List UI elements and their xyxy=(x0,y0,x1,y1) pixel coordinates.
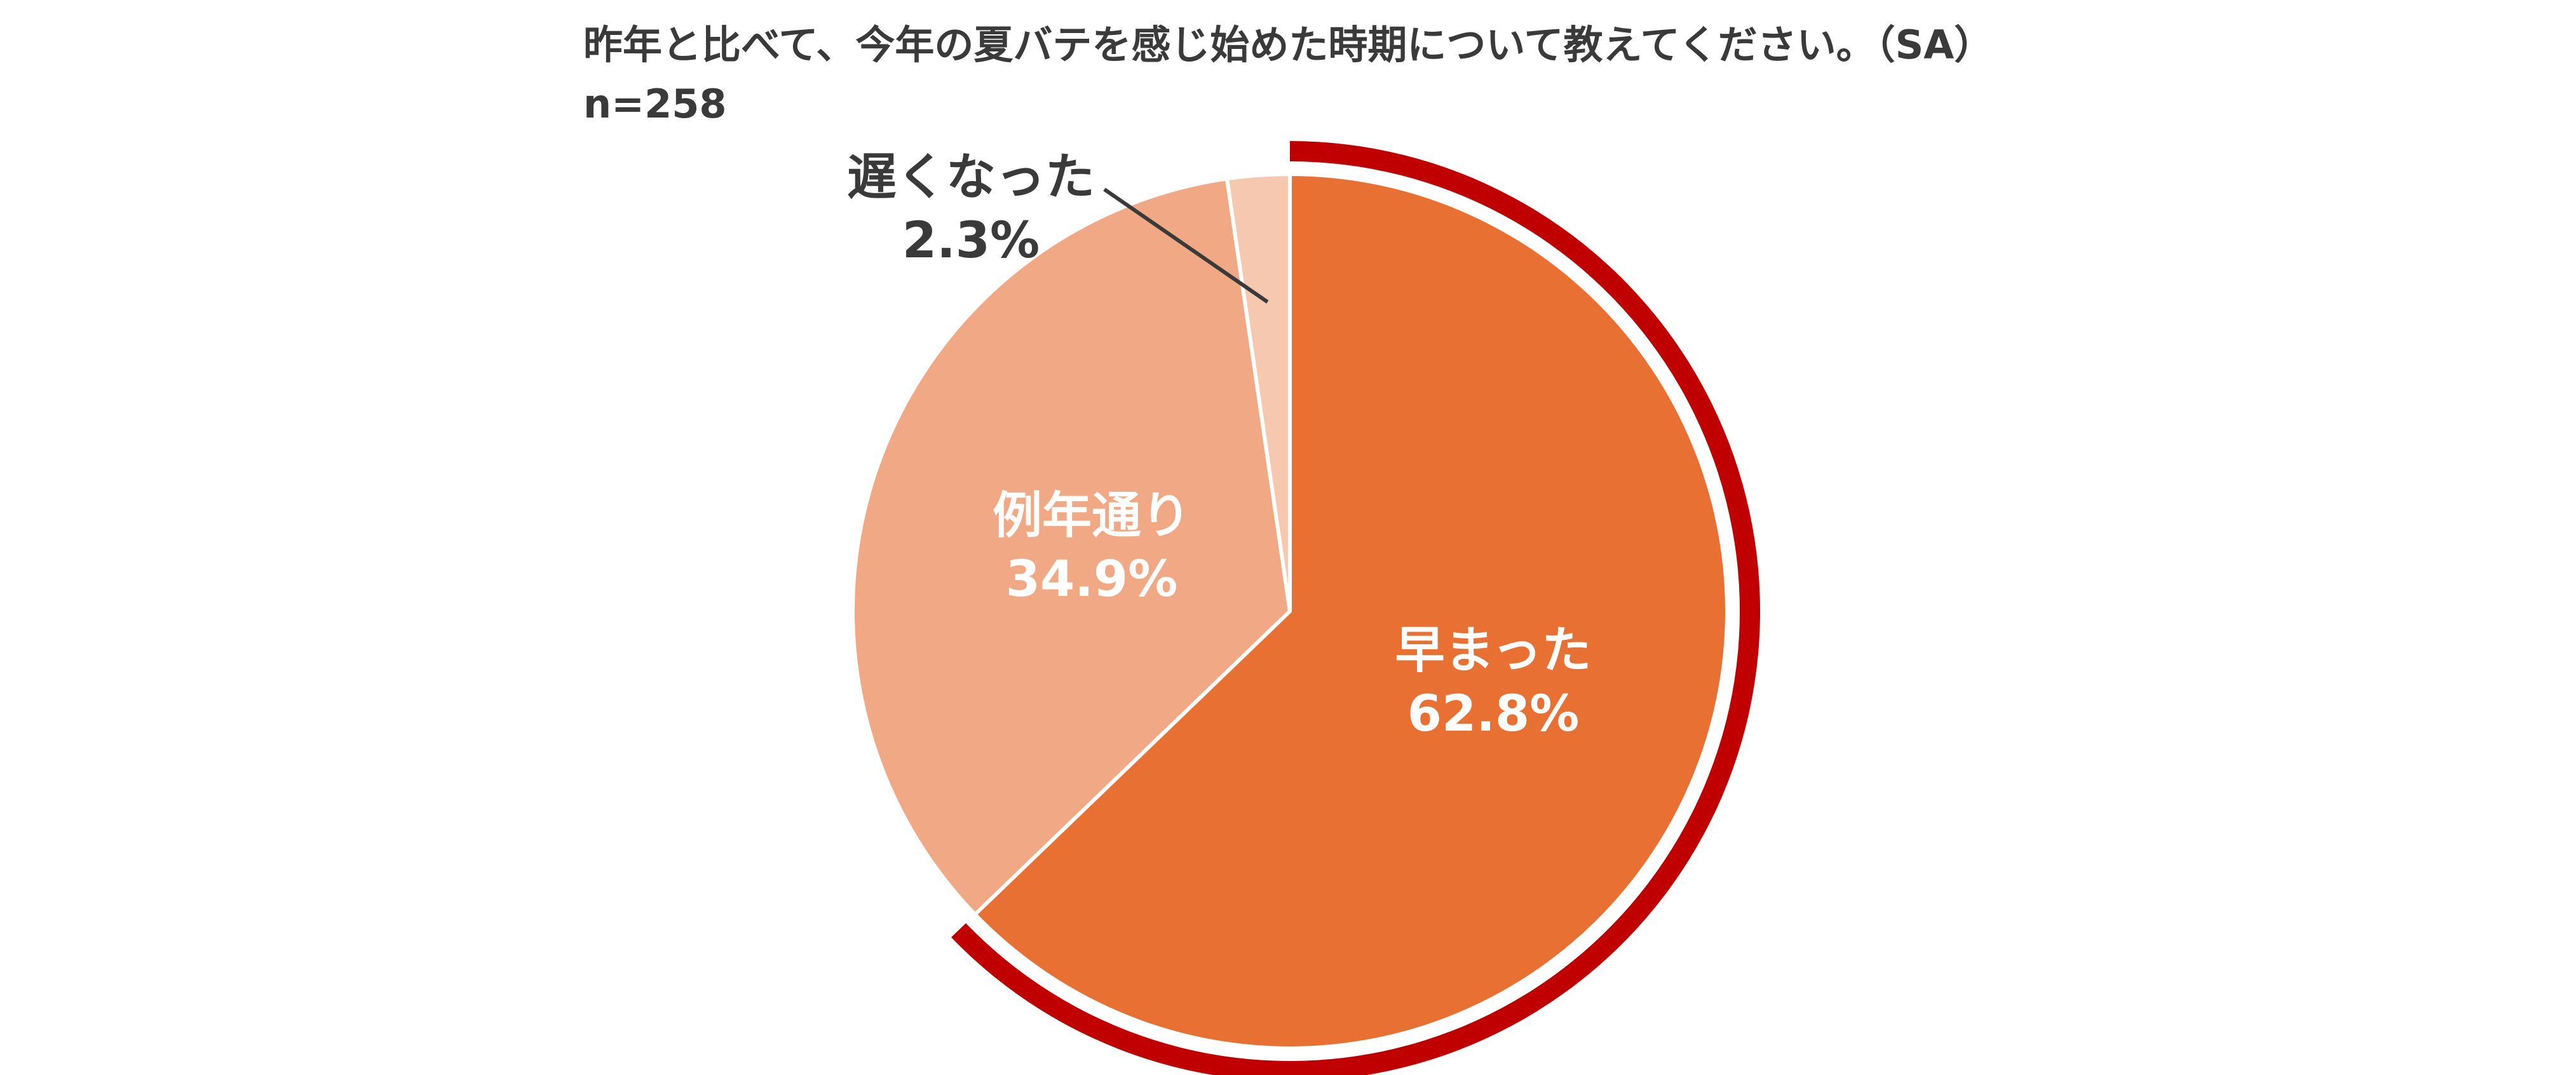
slice-label-2: 例年通り xyxy=(993,487,1191,544)
slice-value-label-3: 2.3% xyxy=(902,212,1040,269)
chart-title: 昨年と比べて、今年の夏バテを感じ始めた時期について教えてください。（SA） xyxy=(583,22,1993,68)
pie-slice-2 xyxy=(851,177,1292,917)
slice-labels: 早まった 62.8% 例年通り 34.9% 遅くなった 2.3% xyxy=(847,149,1591,743)
leader-lines xyxy=(1103,187,1269,304)
chart-subtitle: n=258 xyxy=(583,81,727,127)
slice-label-3: 遅くなった xyxy=(847,149,1095,206)
pie-slices xyxy=(851,172,1729,1050)
slice-value-label-2: 34.9% xyxy=(1006,551,1178,608)
highlight-ring xyxy=(951,141,1760,1075)
pie-slice-1 xyxy=(973,172,1729,1050)
highlight-ring-layer xyxy=(951,141,1760,1075)
slice-value-label-1: 62.8% xyxy=(1407,686,1580,743)
leader-line xyxy=(1103,187,1269,304)
slice-label-1: 早まった xyxy=(1395,622,1592,679)
